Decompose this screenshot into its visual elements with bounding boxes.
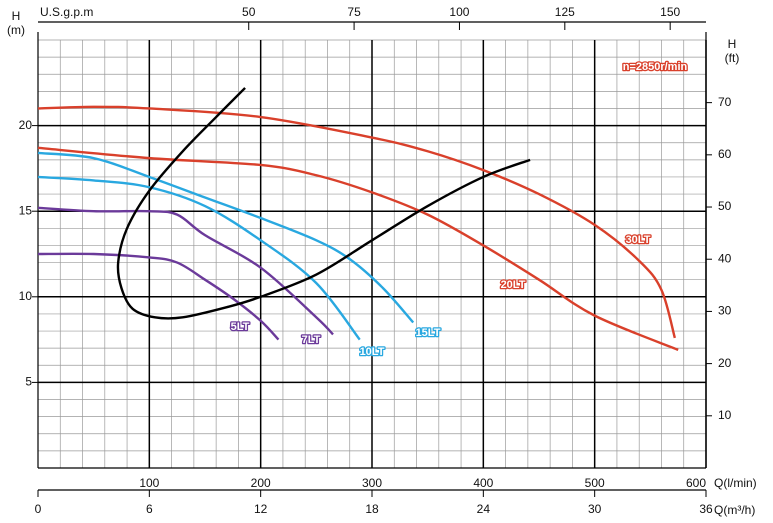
y-axis-label: (m) [7, 23, 25, 37]
x-tick-label: 300 [362, 476, 382, 490]
y2-tick-label: 60 [718, 147, 732, 161]
y-tick-label: 20 [19, 118, 33, 132]
y2-axis-label: (ft) [725, 51, 740, 65]
top-tick-label: 125 [555, 5, 575, 19]
y-tick-label: 5 [25, 375, 32, 389]
curve [37, 175, 361, 341]
curve [37, 252, 280, 341]
top-tick-label: 50 [242, 5, 256, 19]
top-tick-label: 150 [660, 5, 680, 19]
top-tick-label: 100 [449, 5, 469, 19]
x-axis-label: Q(l/min) [714, 476, 757, 490]
x2-axis-label: Q(m³/h) [714, 503, 755, 517]
curve-label: 5LT [231, 321, 250, 333]
top-tick-label: 75 [347, 5, 361, 19]
y-axis-label: H [12, 9, 21, 23]
x2-tick-label: 30 [588, 502, 602, 516]
x2-tick-label: 0 [35, 502, 42, 516]
x2-tick-label: 24 [477, 502, 491, 516]
curve-label: 7LT [302, 334, 321, 346]
y-tick-label: 10 [19, 289, 33, 303]
x-tick-label: 500 [585, 476, 605, 490]
x2-tick-label: 18 [365, 502, 379, 516]
x-tick-label: 400 [473, 476, 493, 490]
y2-tick-label: 50 [718, 199, 732, 213]
x2-tick-label: 12 [254, 502, 268, 516]
curve [37, 105, 676, 339]
curve-label: 15LT [416, 327, 441, 339]
x2-tick-label: 36 [699, 502, 713, 516]
x-tick-label: 200 [251, 476, 271, 490]
x2-tick-label: 6 [146, 502, 153, 516]
y2-tick-label: 20 [718, 356, 732, 370]
y2-tick-label: 30 [718, 304, 732, 318]
curve-label: 30LT [626, 234, 651, 246]
y2-axis-label: H [728, 37, 737, 51]
y-tick-label: 15 [19, 203, 33, 217]
curve-label: 20LT [501, 279, 526, 291]
y2-tick-label: 10 [718, 408, 732, 422]
curve [37, 146, 679, 351]
y2-tick-label: 40 [718, 251, 732, 265]
curve [116, 87, 531, 320]
top-axis-label: U.S.g.p.m [40, 5, 93, 19]
curve-label: 10LT [360, 346, 385, 358]
x-tick-label: 600 [686, 476, 706, 490]
y2-tick-label: 70 [718, 95, 732, 109]
curve [37, 206, 334, 336]
speed-label: n=2850r/min [623, 61, 688, 73]
x-tick-label: 100 [139, 476, 159, 490]
curve [37, 151, 415, 324]
